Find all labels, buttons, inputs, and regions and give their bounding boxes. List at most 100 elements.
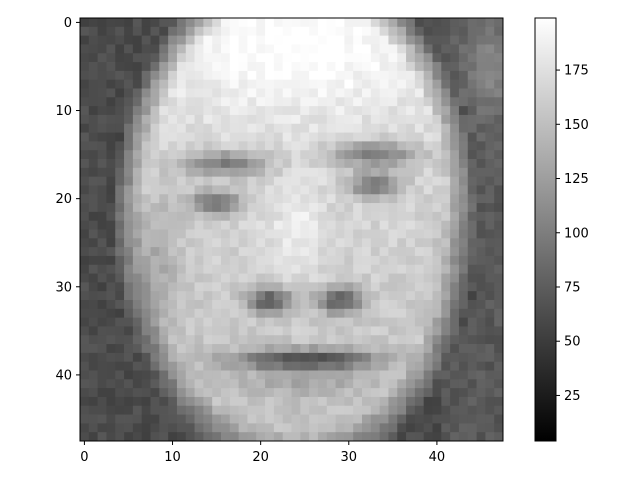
image-pixel [362, 432, 372, 442]
image-pixel [291, 141, 301, 151]
image-pixel [132, 185, 143, 195]
image-pixel [485, 308, 495, 319]
image-pixel [458, 88, 469, 98]
image-pixel [458, 291, 469, 301]
image-pixel [238, 432, 248, 442]
image-pixel [300, 220, 310, 230]
image-pixel [256, 70, 266, 81]
image-pixel [406, 396, 416, 407]
image-pixel [80, 194, 90, 204]
image-pixel [168, 361, 178, 371]
image-pixel [476, 432, 486, 442]
image-pixel [423, 352, 433, 363]
image-pixel [88, 405, 99, 415]
image-pixel [221, 185, 231, 195]
image-pixel [309, 194, 319, 204]
image-pixel [273, 432, 284, 442]
image-pixel [168, 273, 178, 283]
image-pixel [397, 282, 407, 292]
image-pixel [494, 167, 504, 178]
image-pixel [150, 70, 160, 81]
image-pixel [379, 432, 389, 442]
image-pixel [124, 273, 134, 283]
image-pixel [88, 308, 99, 319]
image-pixel [441, 220, 451, 230]
colorbar-tick-label: 125 [564, 172, 589, 187]
image-pixel [221, 344, 231, 354]
image-pixel [397, 396, 407, 407]
image-pixel [370, 44, 381, 54]
image-pixel [282, 388, 292, 398]
image-pixel [317, 255, 328, 266]
image-pixel [282, 62, 292, 72]
image-pixel [256, 308, 266, 319]
image-pixel [370, 229, 381, 239]
image-pixel [335, 211, 345, 222]
image-pixel [194, 317, 204, 327]
image-pixel [432, 106, 442, 116]
image-pixel [300, 114, 310, 125]
image-pixel [414, 62, 425, 72]
image-pixel [397, 317, 407, 327]
image-pixel [476, 70, 486, 81]
image-pixel [458, 370, 469, 380]
image-pixel [300, 26, 310, 37]
image-pixel [203, 396, 213, 407]
image-pixel [344, 405, 354, 415]
image-pixel [265, 264, 275, 274]
image-pixel [379, 361, 389, 371]
image-pixel [441, 106, 451, 116]
image-pixel [379, 423, 389, 433]
image-pixel [335, 159, 345, 169]
image-pixel [238, 18, 248, 28]
image-pixel [97, 247, 107, 257]
image-pixel [238, 220, 248, 230]
image-pixel [335, 300, 345, 310]
image-pixel [256, 79, 266, 89]
image-pixel [88, 185, 99, 195]
image-pixel [362, 114, 372, 125]
image-pixel [273, 203, 284, 213]
image-pixel [273, 35, 284, 45]
image-pixel [362, 132, 372, 142]
image-pixel [344, 238, 354, 248]
image-pixel [150, 123, 160, 133]
image-pixel [450, 62, 460, 72]
image-pixel [423, 247, 433, 257]
image-pixel [362, 141, 372, 151]
image-pixel [414, 414, 425, 424]
image-pixel [353, 396, 363, 407]
image-pixel [159, 423, 169, 433]
image-pixel [238, 361, 248, 371]
image-pixel [256, 414, 266, 424]
image-pixel [344, 176, 354, 186]
image-pixel [150, 185, 160, 195]
image-pixel [467, 238, 477, 248]
image-pixel [485, 106, 495, 116]
image-pixel [467, 264, 477, 274]
image-pixel [494, 79, 504, 89]
image-pixel [309, 62, 319, 72]
image-pixel [115, 282, 125, 292]
image-pixel [168, 405, 178, 415]
image-pixel [485, 132, 495, 142]
image-pixel [159, 159, 169, 169]
image-pixel [441, 291, 451, 301]
image-pixel [458, 70, 469, 81]
image-pixel [353, 79, 363, 89]
image-pixel [467, 53, 477, 63]
image-pixel [317, 326, 328, 336]
image-pixel [141, 379, 151, 389]
image-pixel [458, 53, 469, 63]
image-pixel [265, 273, 275, 283]
image-pixel [326, 432, 336, 442]
image-pixel [221, 167, 231, 178]
image-pixel [379, 388, 389, 398]
image-pixel [150, 211, 160, 222]
image-pixel [335, 352, 345, 363]
image-pixel [406, 370, 416, 380]
image-pixel [115, 211, 125, 222]
image-pixel [80, 97, 90, 107]
image-pixel [458, 97, 469, 107]
image-pixel [344, 97, 354, 107]
